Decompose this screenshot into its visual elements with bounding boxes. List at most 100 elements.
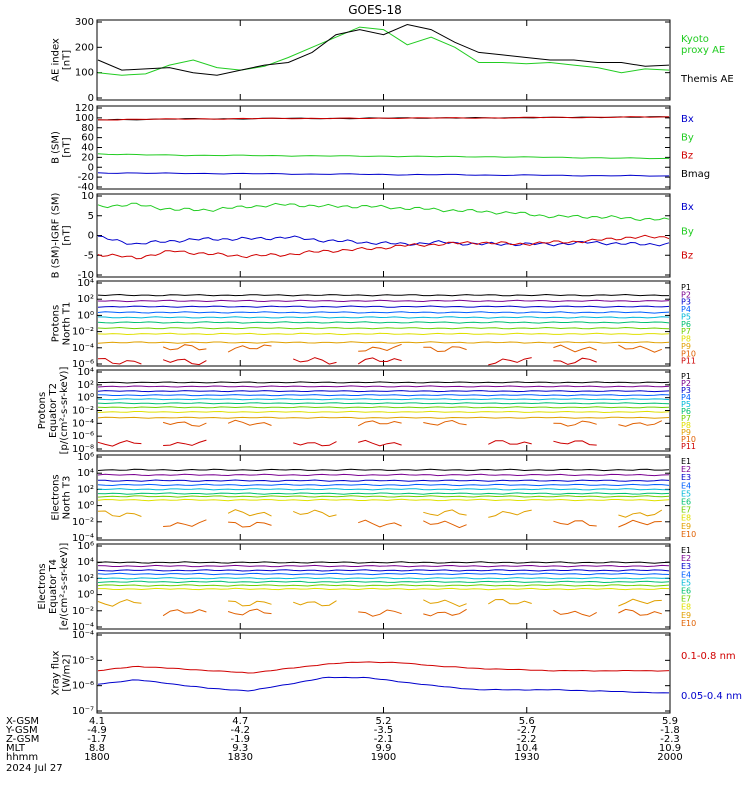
series-line (488, 598, 532, 605)
y-tick-label: 0 (88, 93, 94, 104)
series-line (423, 419, 467, 426)
y-axis-label: North T1 (62, 302, 73, 346)
footer-value: 5.9 (662, 716, 678, 727)
y-axis-label: [nT] (62, 137, 73, 157)
footer-row-label: hhmm (6, 752, 38, 763)
y-tick-label: 10⁻⁷ (72, 706, 94, 717)
y-tick-label: 10⁴ (77, 367, 94, 378)
legend-entry: By (681, 226, 694, 237)
legend-entry: E4 (681, 481, 691, 490)
series-line (163, 519, 207, 527)
series-line (97, 564, 670, 568)
series-line (162, 609, 207, 617)
legend-entry: P6 (681, 407, 691, 416)
series-line (553, 609, 597, 617)
legend-entry: P3 (681, 298, 691, 307)
legend-entry: P8 (681, 421, 691, 430)
series-line (97, 495, 670, 498)
y-axis-label: [e/(cm²-s-sr-keV)] (59, 543, 70, 631)
legend-entry: P9 (681, 428, 691, 437)
y-axis-label: North T3 (62, 476, 73, 520)
legend-entry: E6 (681, 587, 691, 596)
y-tick-label: -10 (78, 270, 94, 281)
legend-entry: Bx (681, 114, 694, 125)
series-line (162, 358, 207, 366)
series-line (423, 520, 467, 529)
y-tick-label: 10⁻⁴ (72, 533, 94, 544)
series-line (97, 410, 670, 414)
series-line (358, 343, 402, 352)
series-line (97, 235, 670, 247)
y-axis-label: Electrons (51, 474, 62, 520)
panel-frame (96, 19, 671, 101)
series-line (162, 344, 207, 351)
footer-value: 1900 (371, 752, 396, 763)
y-tick-label: 10⁻⁴ (72, 343, 94, 354)
series-line (97, 561, 670, 564)
y-tick-label: 200 (75, 42, 94, 53)
series-line (97, 402, 670, 405)
series-line (618, 519, 662, 528)
legend-entry: E4 (681, 570, 691, 579)
series-line (97, 311, 670, 314)
series-line (618, 509, 663, 518)
y-axis-label: Protons (51, 305, 62, 342)
panel-frame (96, 543, 671, 630)
footer-row-label: MLT (6, 743, 26, 754)
series-line (293, 600, 337, 607)
chart-title: GOES-18 (348, 3, 402, 17)
footer-value: -4.2 (230, 725, 250, 736)
footer-value: 2000 (657, 752, 682, 763)
y-tick-label: 80 (81, 123, 94, 134)
legend-entry: Bmag (681, 169, 710, 180)
series-line (97, 416, 670, 419)
panel-pt1: 10⁴ 10² 10⁰ 10⁻² 10⁻⁴ 10⁻⁶ Protons North T1 P1P2… (51, 278, 697, 370)
legend-entry: P10 (681, 435, 696, 444)
series-line (97, 473, 670, 477)
y-tick-label: 40 (81, 143, 94, 154)
y-axis-label: [nT] (62, 225, 73, 245)
series-line (423, 599, 467, 608)
series-line (97, 580, 670, 584)
legend-entry: P2 (681, 379, 691, 388)
y-tick-label: 0 (88, 231, 94, 242)
footer-value: -2.7 (517, 725, 537, 736)
legend-entry: E10 (681, 619, 696, 628)
legend-entry: E3 (681, 562, 691, 571)
y-tick-label: 100 (75, 113, 94, 124)
series-line (97, 394, 670, 397)
series-line (488, 440, 532, 445)
series-line (553, 520, 597, 527)
footer-row-label: Z-GSM (6, 734, 39, 745)
series-line (97, 172, 670, 177)
series-line (293, 441, 337, 447)
legend-entry: Themis AE (680, 74, 734, 85)
legend-entry: P1 (681, 372, 691, 381)
legend-entry: P4 (681, 305, 691, 314)
footer-value: -2.1 (374, 734, 394, 745)
legend-entry: P10 (681, 349, 696, 358)
y-axis-label: Xray flux (51, 651, 62, 696)
series-line (97, 153, 670, 160)
legend-entry: P3 (681, 386, 691, 395)
panel-xray: 10⁻⁴ 10⁻⁵ 10⁻⁶ 10⁻⁷ Xray flux [W/m2] 0.1-0.8 n… (51, 630, 743, 717)
series-line (97, 385, 670, 388)
series-line (97, 321, 670, 324)
series-line (97, 479, 670, 482)
series-line (357, 357, 402, 365)
legend-entry: P6 (681, 320, 691, 329)
series-line (553, 344, 597, 353)
y-axis-label: B (SM) (51, 131, 62, 164)
series-line (357, 420, 402, 427)
footer-value: 4.7 (232, 716, 248, 727)
y-tick-label: 10⁻⁶ (72, 681, 94, 692)
legend-entry: E10 (681, 530, 696, 539)
y-axis-label: Protons (37, 392, 48, 429)
footer-value: -3.5 (374, 725, 394, 736)
panel-frame (96, 632, 671, 714)
series-line (97, 488, 670, 491)
